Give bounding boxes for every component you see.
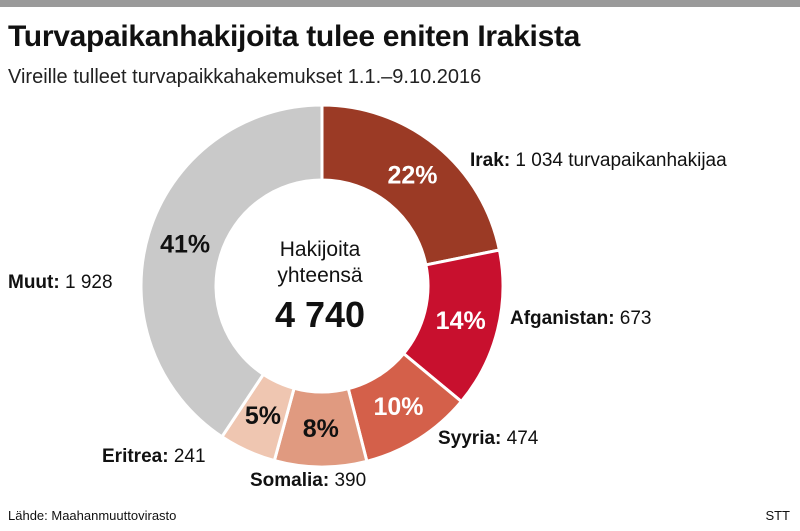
slice-label-irak: Irak: 1 034 turvapaikanhakijaa bbox=[470, 150, 727, 171]
slice-label-name: Afganistan bbox=[510, 308, 609, 329]
center-label-line1: Hakijoita bbox=[279, 238, 361, 261]
source-note: Lähde: Maahanmuuttovirasto bbox=[8, 508, 177, 523]
slice-label-eritrea: Eritrea: 241 bbox=[102, 446, 206, 467]
slice-label-name: Irak bbox=[470, 150, 504, 171]
slice-label-afganistan: Afganistan: 673 bbox=[510, 308, 652, 329]
slice-label-value: 390 bbox=[334, 470, 367, 491]
donut-percent-label: 10% bbox=[374, 393, 424, 421]
chart-subtitle: Vireille tulleet turvapaikkahakemukset 1… bbox=[8, 66, 482, 88]
donut-percent-label: 41% bbox=[160, 231, 210, 259]
donut-slice-muut bbox=[139, 103, 324, 439]
slice-label-value: 673 bbox=[619, 308, 652, 329]
slice-label-value: 474 bbox=[506, 428, 539, 449]
chart-title: Turvapaikanhakijoita tulee eniten Irakis… bbox=[8, 20, 581, 53]
donut-percent-label: 5% bbox=[245, 402, 281, 430]
slice-label-value: 1 928 bbox=[64, 272, 113, 293]
donut-percent-label: 8% bbox=[303, 415, 339, 443]
center-label-line2: yhteensä bbox=[277, 264, 363, 287]
center-total: 4 740 bbox=[274, 294, 366, 335]
donut-slice-irak bbox=[320, 103, 502, 267]
slice-label-name: Eritrea bbox=[102, 446, 163, 467]
slice-label-value: 1 034 turvapaikanhakijaa bbox=[515, 150, 727, 171]
top-rule bbox=[0, 0, 800, 7]
agency-credit: STT bbox=[765, 508, 790, 523]
slice-label-value: 241 bbox=[173, 446, 206, 467]
slice-label-name: Muut bbox=[8, 272, 54, 293]
slice-label-name: Somalia bbox=[250, 470, 323, 491]
donut-percent-label: 14% bbox=[436, 307, 486, 335]
slice-label-syyria: Syyria: 474 bbox=[438, 428, 539, 449]
donut-percent-label: 22% bbox=[387, 161, 437, 189]
slice-label-somalia: Somalia: 390 bbox=[250, 470, 367, 491]
slice-label-muut: Muut: 1 928 bbox=[8, 272, 113, 293]
slice-label-name: Syyria bbox=[438, 428, 496, 449]
